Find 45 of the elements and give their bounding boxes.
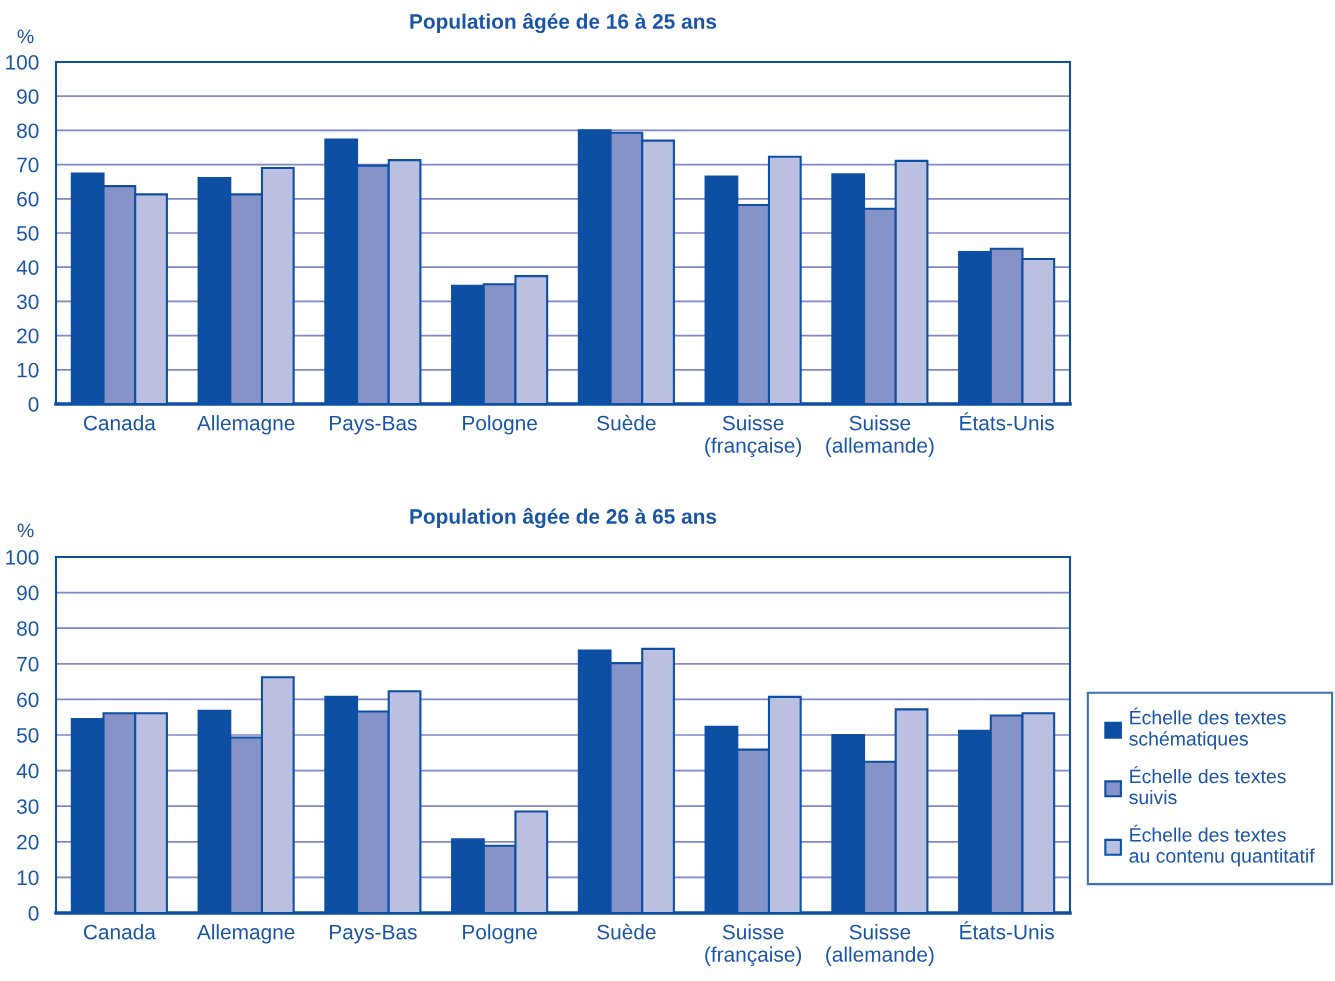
y-tick-label: 80 (17, 621, 39, 636)
legend-label: Échelle des textes suivis (1129, 766, 1286, 805)
legend-label: Échelle des textes schématiques (1129, 707, 1286, 750)
legend-label: Échelle des textes au contenu quantitatif (1129, 824, 1315, 867)
y-axis-title: % (17, 29, 34, 44)
x-tick-label: Pologne (463, 415, 537, 435)
y-tick-label: 90 (17, 585, 39, 601)
x-tick-label: Suisse (française) (705, 415, 802, 458)
y-axis-title: % (17, 523, 34, 538)
y-tick-label: 30 (16, 294, 39, 310)
y-tick-label: 30 (16, 799, 39, 814)
x-tick-label: Allemagne (196, 924, 295, 944)
x-tick-label: Pays-Bas (330, 924, 417, 944)
y-tick-label: 80 (17, 123, 39, 139)
y-tick-label: 40 (16, 260, 39, 275)
x-tick-label: Pologne (463, 924, 537, 944)
y-tick-label: 100 (6, 550, 39, 565)
x-tick-label: Allemagne (196, 415, 295, 435)
y-tick-label: 90 (17, 89, 39, 104)
x-tick-label: Suède (597, 923, 656, 940)
x-tick-label: Suisse (française) (705, 924, 802, 967)
x-tick-label: Pays-Bas (330, 415, 417, 435)
y-tick-label: 40 (16, 763, 39, 779)
chart-title: Population âgée de 26 à 65 ans (410, 508, 717, 529)
y-tick-label: 0 (28, 906, 39, 921)
y-tick-label: 70 (17, 656, 39, 672)
y-tick-label: 50 (17, 728, 39, 743)
y-tick-label: 60 (17, 692, 39, 708)
x-tick-label: Suisse (allemande) (826, 415, 934, 457)
x-tick-label: Suède (597, 414, 656, 431)
y-tick-label: 50 (17, 226, 39, 241)
x-tick-label: États-Unis (960, 921, 1054, 940)
y-tick-label: 10 (17, 362, 39, 378)
x-tick-label: Suisse (allemande) (826, 924, 934, 966)
chart-title: Population âgée de 16 à 25 ans (410, 13, 717, 34)
y-tick-label: 60 (17, 191, 39, 207)
y-tick-label: 20 (17, 328, 39, 344)
x-tick-label: Canada (83, 924, 156, 940)
x-tick-label: Canada (83, 415, 156, 431)
y-tick-label: 70 (17, 157, 39, 173)
x-tick-label: États-Unis (960, 412, 1054, 431)
y-tick-label: 0 (28, 397, 39, 412)
y-tick-label: 20 (17, 834, 39, 850)
y-tick-label: 10 (17, 870, 39, 886)
y-tick-label: 100 (6, 55, 39, 70)
